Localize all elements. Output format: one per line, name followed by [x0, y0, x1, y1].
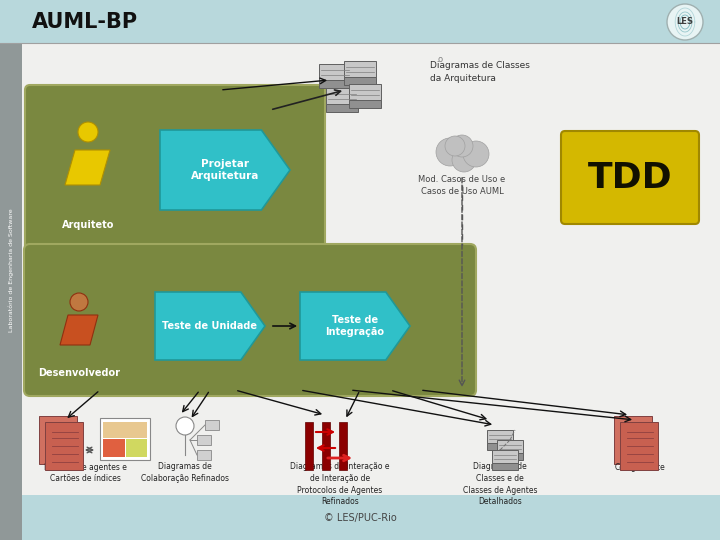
Bar	[22, 495, 720, 540]
Text: Estórias de agentes e
Cartões de índices: Estórias de agentes e Cartões de índices	[44, 462, 127, 483]
Text: Teste de
Integração: Teste de Integração	[325, 315, 384, 337]
Bar	[45, 422, 83, 470]
Bar	[0, 0, 720, 43]
Text: Desenvolvedor: Desenvolvedor	[38, 368, 120, 378]
Text: TDD: TDD	[588, 161, 672, 195]
Bar	[100, 418, 150, 460]
Bar	[319, 64, 351, 79]
Bar	[614, 416, 652, 464]
Bar	[39, 416, 77, 464]
Bar	[305, 422, 313, 470]
Circle shape	[78, 122, 98, 142]
Bar	[344, 77, 376, 85]
Circle shape	[451, 135, 473, 157]
Text: AUML-BP: AUML-BP	[32, 12, 138, 32]
Text: Diagramas de
Classes e de
Classes de Agentes
Detalhados: Diagramas de Classes e de Classes de Age…	[463, 462, 537, 507]
Text: Teste de Unidade: Teste de Unidade	[163, 321, 258, 331]
Bar	[326, 88, 358, 104]
Bar	[487, 443, 513, 450]
Bar	[344, 61, 376, 77]
Text: Código-Fonte: Código-Fonte	[615, 462, 665, 471]
Text: LES: LES	[677, 17, 693, 26]
Bar	[197, 450, 211, 460]
Bar	[103, 439, 125, 457]
Text: Mod. Casos de Uso e
Casos de Uso AUML: Mod. Casos de Uso e Casos de Uso AUML	[418, 175, 505, 196]
Bar	[497, 453, 523, 460]
Circle shape	[463, 141, 489, 167]
Circle shape	[70, 293, 88, 311]
Bar	[492, 450, 518, 463]
Bar	[319, 79, 351, 88]
Circle shape	[452, 148, 476, 172]
Bar	[349, 99, 381, 108]
Bar	[22, 40, 720, 495]
Bar	[492, 463, 518, 470]
Bar	[205, 420, 219, 430]
Circle shape	[445, 136, 465, 156]
Polygon shape	[65, 150, 110, 185]
Text: Diagramas de Interação e
de Interação de
Protocolos de Agentes
Refinados: Diagramas de Interação e de Interação de…	[290, 462, 390, 507]
FancyBboxPatch shape	[24, 244, 476, 396]
Bar	[326, 104, 358, 112]
Polygon shape	[300, 292, 410, 360]
Bar	[197, 435, 211, 445]
FancyBboxPatch shape	[561, 131, 699, 224]
Text: Laboratório de Engenharia de Software: Laboratório de Engenharia de Software	[8, 208, 14, 332]
Circle shape	[436, 138, 464, 166]
Polygon shape	[160, 130, 290, 210]
Bar	[322, 422, 330, 470]
Text: Projetar
Arquitetura: Projetar Arquitetura	[191, 159, 259, 181]
FancyBboxPatch shape	[25, 85, 325, 250]
Text: Arquiteto: Arquiteto	[62, 220, 114, 230]
Bar	[0, 0, 22, 540]
Circle shape	[667, 4, 703, 40]
Polygon shape	[60, 315, 98, 345]
Bar	[620, 422, 658, 470]
Text: o: o	[438, 56, 443, 64]
Bar	[497, 440, 523, 453]
Bar	[487, 430, 513, 443]
Text: Diagramas de Classes
da Arquitetura: Diagramas de Classes da Arquitetura	[430, 61, 530, 83]
Text: Diagramas de
Colaboração Refinados: Diagramas de Colaboração Refinados	[141, 462, 229, 483]
Text: © LES/PUC-Rio: © LES/PUC-Rio	[323, 513, 397, 523]
Bar	[126, 439, 147, 457]
Circle shape	[176, 417, 194, 435]
Bar	[339, 422, 347, 470]
Bar	[103, 422, 147, 438]
Bar	[349, 84, 381, 99]
Polygon shape	[155, 292, 265, 360]
